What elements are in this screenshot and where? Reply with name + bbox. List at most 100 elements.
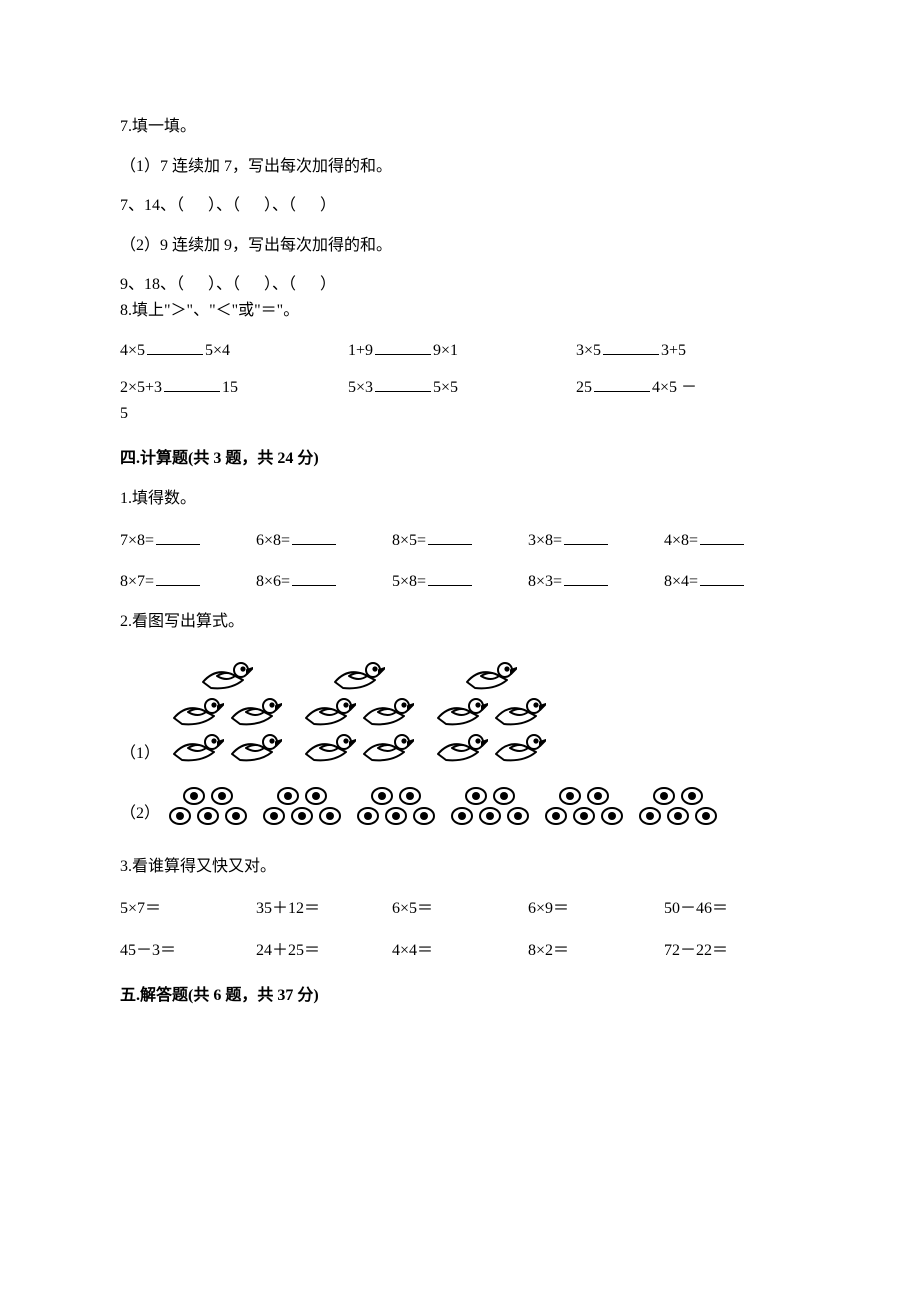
- bird-icon: [168, 694, 224, 730]
- eye-icon: [398, 786, 422, 806]
- q8-r2-c2: 5×35×5: [348, 375, 576, 401]
- q8-r2-c1: 2×5+3 15: [120, 375, 348, 401]
- s4-q3-r2-c2: 4×4＝: [392, 938, 528, 964]
- blank[interactable]: [594, 375, 650, 392]
- expr: 9×1: [433, 342, 458, 359]
- blank[interactable]: [564, 528, 608, 545]
- q7-seq2: 9、18、（ ）、（ ）、（ ）: [120, 272, 800, 298]
- eye-group: [638, 786, 718, 826]
- eye-icon: [318, 806, 342, 826]
- eye-group: [544, 786, 624, 826]
- eye-icon: [600, 806, 624, 826]
- bird-icon: [300, 694, 356, 730]
- bird-icon: [432, 730, 488, 766]
- s4-q1-r2-c1: 8×6=: [256, 569, 392, 595]
- eye-icon: [652, 786, 676, 806]
- eye-icon: [558, 786, 582, 806]
- blank[interactable]: [147, 338, 203, 355]
- blank[interactable]: [375, 375, 431, 392]
- blank[interactable]: [428, 528, 472, 545]
- blank[interactable]: [564, 569, 608, 586]
- q7-sub2: （2）9 连续加 9，写出每次加得的和。: [120, 233, 800, 259]
- s4-q3-r2-c0: 45－3＝: [120, 938, 256, 964]
- section5-header: 五.解答题(共 6 题，共 37 分): [120, 983, 800, 1009]
- fig1-label: （1）: [120, 741, 168, 767]
- bird-icon: [490, 730, 546, 766]
- blank[interactable]: [700, 569, 744, 586]
- expr: 5×5: [433, 379, 458, 396]
- eye-icon: [210, 786, 234, 806]
- s4-q3-r1-c2: 6×5＝: [392, 896, 528, 922]
- s4-q3-row2: 45－3＝ 24＋25＝ 4×4＝ 8×2＝ 72－22＝: [120, 938, 800, 964]
- s4-q1-r2-c3: 8×3=: [528, 569, 664, 595]
- expr: 2×5+3: [120, 379, 162, 396]
- bird-icon: [226, 694, 282, 730]
- eye-icon: [464, 786, 488, 806]
- expr: 4×8=: [664, 532, 698, 549]
- eye-icon: [224, 806, 248, 826]
- expr: 8×3=: [528, 573, 562, 590]
- s4-q1-r1-c2: 8×5=: [392, 528, 528, 554]
- expr: 15: [222, 379, 238, 396]
- eye-group: [168, 786, 248, 826]
- eye-icon: [666, 806, 690, 826]
- s4-q3-r1-c0: 5×7＝: [120, 896, 256, 922]
- s4-q3-r1-c1: 35＋12＝: [256, 896, 392, 922]
- s4-q1-row2: 8×7= 8×6= 5×8= 8×3= 8×4=: [120, 569, 800, 595]
- bird-icon: [358, 694, 414, 730]
- s4-q2-fig2: （2）: [120, 786, 800, 826]
- s4-q3-r1-c4: 50－46＝: [664, 896, 800, 922]
- fig2-body: [168, 786, 718, 826]
- eye-icon: [478, 806, 502, 826]
- eye-icon: [356, 806, 380, 826]
- s4-q3-title: 3.看谁算得又快又对。: [120, 854, 800, 880]
- blank[interactable]: [375, 338, 431, 355]
- expr: 4×5 －: [652, 379, 697, 396]
- s4-q3-r2-c3: 8×2＝: [528, 938, 664, 964]
- bird-icon: [197, 658, 253, 694]
- q7-title: 7.填一填。: [120, 114, 800, 140]
- eye-icon: [168, 806, 192, 826]
- blank[interactable]: [156, 528, 200, 545]
- eye-icon: [450, 806, 474, 826]
- blank[interactable]: [428, 569, 472, 586]
- s4-q3-r1-c3: 6×9＝: [528, 896, 664, 922]
- eye-icon: [694, 806, 718, 826]
- eye-group: [262, 786, 342, 826]
- eye-group: [450, 786, 530, 826]
- s4-q2-title: 2.看图写出算式。: [120, 609, 800, 635]
- s4-q1-r1-c4: 4×8=: [664, 528, 800, 554]
- bird-icon: [300, 730, 356, 766]
- expr: 5×8=: [392, 573, 426, 590]
- s4-q1-title: 1.填得数。: [120, 486, 800, 512]
- blank[interactable]: [156, 569, 200, 586]
- bird-icon: [358, 730, 414, 766]
- eye-icon: [680, 786, 704, 806]
- expr: 3×5: [576, 342, 601, 359]
- q7-seq1: 7、14、（ ）、（ ）、（ ）: [120, 193, 800, 219]
- eye-icon: [384, 806, 408, 826]
- eye-icon: [638, 806, 662, 826]
- bird-icon: [461, 658, 517, 694]
- blank[interactable]: [164, 375, 220, 392]
- bird-icon: [226, 730, 282, 766]
- blank[interactable]: [292, 569, 336, 586]
- expr: 4×5: [120, 342, 145, 359]
- q8-row2: 2×5+3 15 5×35×5 25 4×5 －: [120, 375, 800, 401]
- bird-icon: [329, 658, 385, 694]
- q8-title: 8.填上"＞"、"＜"或"＝"。: [120, 298, 800, 324]
- bird-icon: [168, 730, 224, 766]
- eye-icon: [196, 806, 220, 826]
- q8-r2-c3: 25 4×5 －: [576, 375, 804, 401]
- blank[interactable]: [700, 528, 744, 545]
- blank[interactable]: [292, 528, 336, 545]
- blank[interactable]: [603, 338, 659, 355]
- expr: 5×4: [205, 342, 230, 359]
- expr: 25: [576, 379, 592, 396]
- eye-icon: [290, 806, 314, 826]
- s4-q1-r1-c1: 6×8=: [256, 528, 392, 554]
- bird-group: [300, 658, 414, 766]
- expr: 7×8=: [120, 532, 154, 549]
- q8-row1: 4×55×4 1+99×1 3×53+5: [120, 338, 800, 364]
- s4-q1-r2-c2: 5×8=: [392, 569, 528, 595]
